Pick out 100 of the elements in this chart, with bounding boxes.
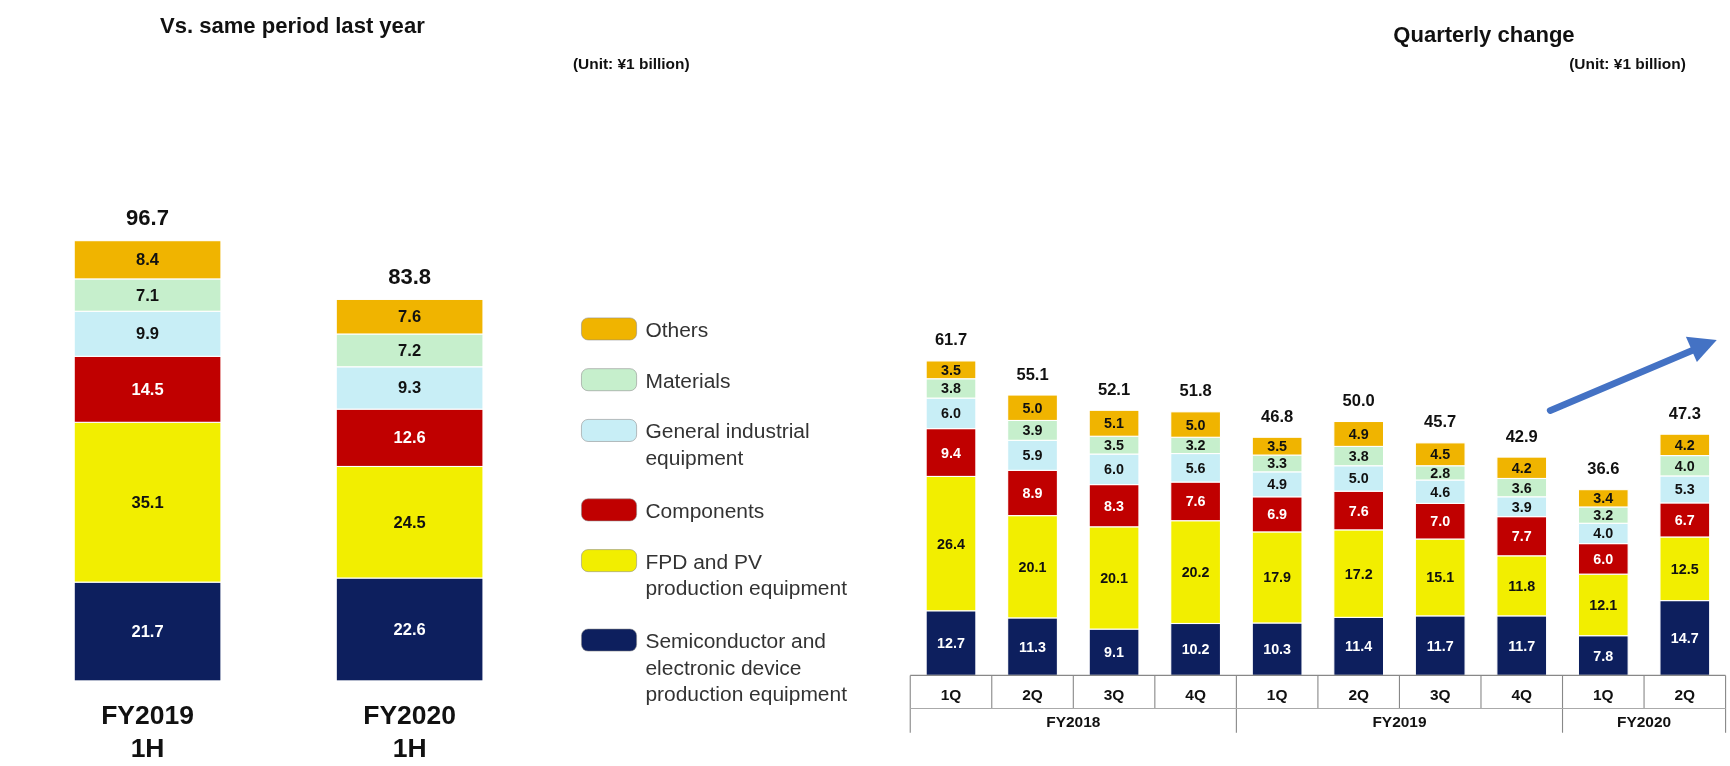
data-label: 3.4 [1593,490,1614,507]
data-label: 12.7 [937,635,965,652]
data-label: 3.5 [1104,437,1125,454]
data-label: 7.8 [1593,647,1614,664]
data-label: 6.9 [1267,506,1288,523]
data-label: 5.9 [1022,447,1043,464]
data-label: 24.5 [393,512,426,532]
data-label: 7.6 [1348,502,1369,519]
data-label: 8.9 [1022,484,1043,501]
data-label: 17.9 [1263,569,1292,586]
data-label: 5.0 [1348,470,1369,487]
data-label: 15.1 [1426,569,1455,586]
data-label: 21.7 [131,622,164,641]
data-label: 3.2 [1593,507,1614,524]
data-label: 8.3 [1104,497,1125,514]
data-label: 5.0 [1022,399,1043,416]
x-tick-label: 4Q [1511,685,1533,703]
legend-label: Others [645,317,709,341]
data-label: 4.0 [1674,457,1695,474]
legend-label: Semiconductor and electronic device production equipment [645,628,848,705]
x-tick-label: FY2019 1H [101,699,194,764]
data-label: 3.9 [1511,498,1532,515]
data-label: 9.1 [1104,644,1125,661]
total-label: 61.7 [934,330,968,350]
x-tick-label: 3Q [1103,685,1125,703]
data-label: 3.8 [941,380,961,397]
data-label: 3.2 [1185,437,1206,454]
text: FY2018 [1046,713,1101,731]
data-label: 11.3 [1018,638,1047,655]
data-label: 4.2 [1511,459,1532,476]
text: (Unit: ¥1 billion) [1569,54,1686,72]
text: FY2019 [1372,713,1427,731]
data-label: 7.6 [398,307,422,327]
data-label: 11.7 [1426,637,1454,654]
data-label: 3.5 [1267,438,1288,455]
data-label: 4.9 [1267,476,1288,493]
text: FY2020 [1617,713,1672,731]
x-tick-label: 3Q [1429,685,1451,703]
total-label: 46.8 [1261,406,1294,426]
total-label: 83.8 [388,263,432,289]
legend-label: Materials [645,368,731,392]
total-label: 45.7 [1424,412,1457,432]
data-label: 4.9 [1348,425,1369,442]
data-label: 35.1 [131,492,164,512]
data-label: 4.0 [1593,525,1614,542]
data-label: 22.6 [393,619,426,639]
data-label: 5.3 [1674,481,1695,498]
data-label: 9.9 [136,324,160,344]
data-label: 9.3 [398,378,422,398]
data-label: 12.1 [1589,596,1618,613]
total-label: 52.1 [1097,379,1131,399]
data-label: 9.4 [941,444,961,461]
data-label: 14.7 [1670,629,1699,646]
total-label: 42.9 [1505,426,1538,446]
data-label: 7.2 [398,340,422,360]
data-label: 3.6 [1511,479,1532,496]
x-tick-label: 2Q [1674,685,1696,703]
x-tick-label: 1Q [940,685,962,703]
total-label: 51.8 [1179,381,1212,401]
data-label: 7.6 [1185,493,1206,510]
legend-label: Components [645,498,765,522]
data-label: 11.4 [1345,638,1373,655]
x-tick-label: 4Q [1185,685,1206,703]
total-label: 96.7 [126,205,170,231]
data-label: 3.9 [1022,422,1043,439]
x-tick-label: 2Q [1022,685,1043,703]
data-label: 20.1 [1018,558,1047,575]
data-label: 5.6 [1185,459,1206,476]
text: (Unit: ¥1 billion) [572,54,690,72]
data-label: 11.8 [1508,577,1536,594]
total-label: 47.3 [1668,403,1701,423]
data-label: 4.6 [1430,483,1451,500]
data-label: 7.7 [1511,528,1532,545]
data-label: 2.8 [1430,464,1451,481]
x-tick-label: 1Q [1266,685,1288,703]
data-label: 17.2 [1344,565,1373,582]
data-label: 12.6 [393,428,426,448]
data-label: 14.5 [131,379,164,399]
data-label: 20.2 [1181,564,1210,581]
data-label: 11.7 [1508,637,1536,654]
data-label: 6.0 [941,405,961,422]
legend-label: FPD and PV production equipment [645,549,848,599]
x-tick-label: 2Q [1348,685,1369,703]
data-label: 3.8 [1348,448,1369,465]
legend-label: General industrial equipment [645,418,810,469]
total-label: 55.1 [1016,364,1049,384]
data-label: 12.5 [1670,560,1699,577]
data-label: 4.2 [1674,436,1695,453]
data-label: 5.0 [1185,416,1206,433]
data-label: 5.1 [1104,415,1125,432]
data-label: 20.1 [1100,569,1129,586]
data-label: 26.4 [937,535,965,552]
x-tick-label: FY2020 1H [363,699,456,764]
data-label: 10.3 [1263,641,1292,658]
data-label: 3.3 [1267,455,1288,472]
x-tick-label: 1Q [1592,685,1614,703]
data-label: 3.5 [941,361,961,378]
data-label: 7.0 [1430,513,1451,530]
data-label: 6.0 [1104,461,1125,478]
chart-title: Vs. same period last year [160,13,426,39]
